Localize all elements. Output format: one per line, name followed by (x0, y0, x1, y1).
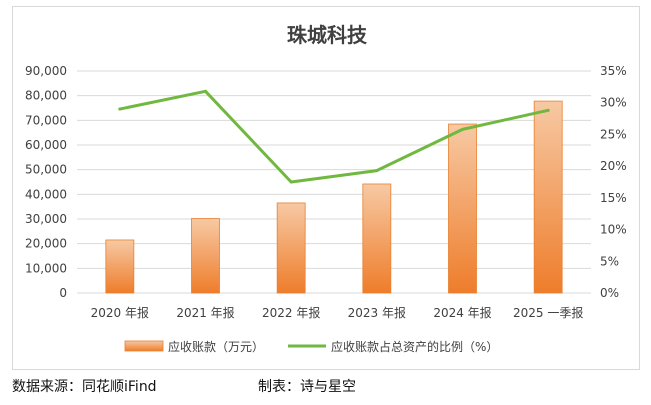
bar-receivables (362, 183, 392, 294)
right-tick-label: 35% (600, 64, 627, 78)
line-point (461, 127, 464, 131)
bar-receivables (191, 218, 220, 294)
legend-swatch-bar (124, 340, 164, 352)
x-tick-label: 2022 年报 (262, 305, 320, 320)
bar-receivables (276, 202, 306, 294)
right-tick-label: 15% (600, 191, 627, 205)
x-tick-label: 2023 年报 (348, 305, 406, 320)
left-tick-label: 80,000 (25, 89, 67, 103)
x-axis: 2020 年报 2021 年报 2022 年报 2023 年报 2024 年报 2025 … (91, 305, 584, 320)
legend-label-line: 应收账款占总资产的比例（%） (331, 339, 498, 354)
left-tick-label: 70,000 (25, 113, 67, 127)
chart-svg: 珠城科技 0 10,000 20,000 30,000 40,000 50,000 60,0… (25, 23, 627, 354)
bar-receivables (533, 100, 563, 294)
grid-layer (77, 70, 591, 294)
right-tick-label: 10% (600, 223, 627, 237)
x-tick-label: 2025 一季报 (513, 305, 583, 320)
source-note: 数据来源：同花顺iFind (12, 379, 157, 395)
x-tick-label: 2021 年报 (176, 305, 234, 320)
line-point (204, 89, 207, 93)
legend: 应收账款（万元） 应收账款占总资产的比例（%） (124, 339, 498, 354)
left-axis: 0 10,000 20,000 30,000 40,000 50,000 60,000 70,… (25, 64, 67, 300)
bar-layer (105, 100, 563, 294)
line-point (289, 180, 293, 184)
right-tick-label: 0% (600, 286, 619, 300)
line-layer (118, 89, 550, 184)
footer: 数据来源：同花顺iFind 制表：诗与星空 (12, 376, 640, 398)
left-tick-label: 60,000 (25, 138, 67, 152)
bar-receivables (105, 239, 135, 294)
bar-receivables (448, 123, 477, 294)
legend-label-bar: 应收账款（万元） (168, 339, 264, 354)
left-tick-label: 20,000 (25, 237, 67, 251)
chart-title: 珠城科技 (287, 23, 368, 47)
left-tick-label: 30,000 (25, 212, 67, 226)
left-tick-label: 50,000 (25, 163, 67, 177)
line-ratio (118, 89, 550, 184)
x-tick-label: 2024 年报 (433, 305, 491, 320)
maker-note: 制表：诗与星空 (258, 379, 356, 395)
line-point (375, 169, 379, 173)
left-tick-label: 90,000 (25, 64, 67, 78)
x-tick-label: 2020 年报 (91, 305, 149, 320)
right-tick-label: 30% (600, 96, 627, 110)
right-tick-label: 25% (600, 127, 627, 141)
left-tick-label: 40,000 (25, 187, 67, 201)
right-axis: 0% 5% 10% 15% 20% 25% 30% 35% (600, 64, 627, 300)
line-point (118, 107, 122, 111)
chart-frame: 珠城科技 0 10,000 20,000 30,000 40,000 50,000 60,0… (12, 6, 640, 370)
right-tick-label: 5% (600, 254, 619, 268)
left-tick-label: 10,000 (25, 261, 67, 275)
left-tick-label: 0 (59, 286, 67, 300)
line-point (546, 108, 550, 112)
right-tick-label: 20% (600, 159, 627, 173)
